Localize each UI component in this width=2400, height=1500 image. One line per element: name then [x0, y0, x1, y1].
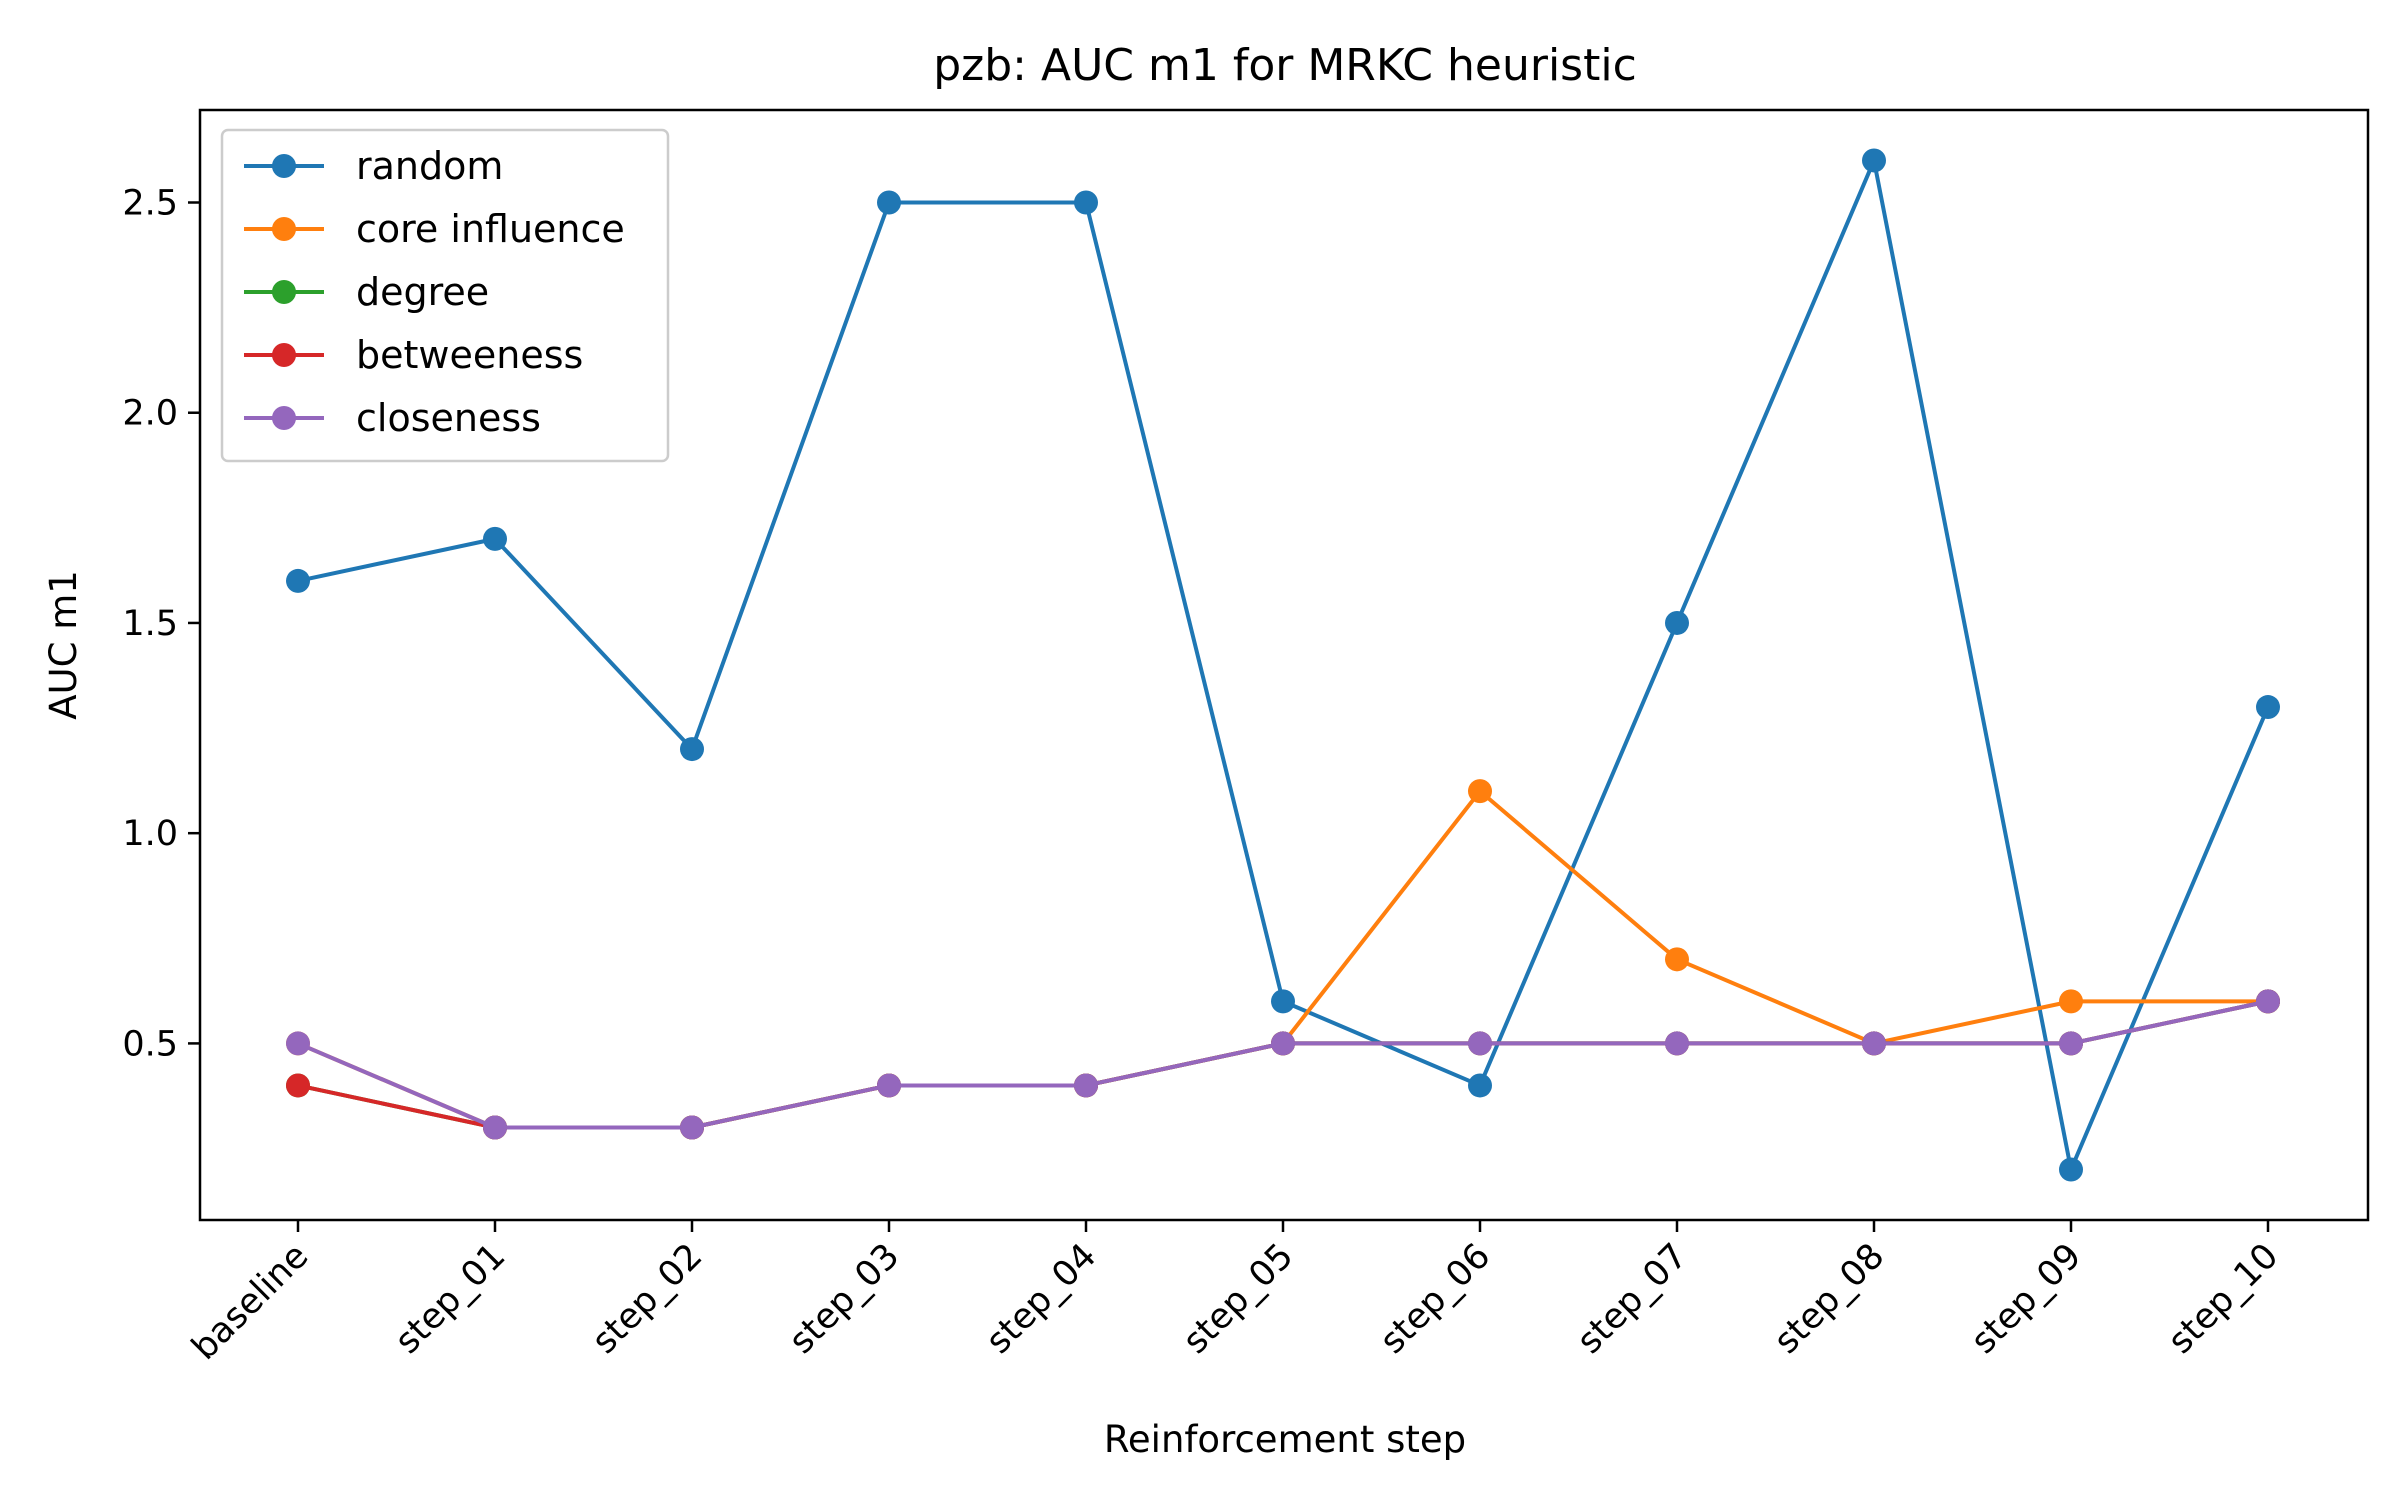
series-core-influence: [286, 779, 2280, 1140]
series-line: [297, 999, 2269, 1130]
legend-entry: random: [244, 144, 503, 188]
data-point: [1468, 1073, 1492, 1098]
data-point: [286, 568, 310, 593]
data-point: [1271, 989, 1295, 1014]
x-tick-label: baseline: [184, 1236, 316, 1368]
data-point: [2059, 1031, 2083, 1056]
series-random: [286, 148, 2280, 1182]
legend-entry: closeness: [244, 396, 541, 440]
y-tick-label: 2.0: [122, 394, 178, 434]
legend-marker: [272, 217, 296, 241]
legend-entry: degree: [244, 270, 489, 314]
data-point: [877, 1073, 901, 1098]
data-point: [877, 190, 901, 215]
x-tick-label: step_10: [2161, 1236, 2287, 1362]
x-tick-label: step_01: [388, 1236, 514, 1362]
legend-label: random: [356, 144, 503, 188]
data-point: [2059, 989, 2083, 1014]
data-point: [483, 526, 507, 551]
data-point: [1271, 1031, 1295, 1056]
data-point: [1665, 1031, 1689, 1056]
y-tick-label: 1.5: [122, 604, 178, 644]
legend-marker: [272, 154, 296, 178]
legend-entry: core influence: [244, 207, 625, 251]
legend-label: core influence: [356, 207, 625, 251]
y-axis-label: AUC m1: [42, 570, 85, 720]
data-point: [483, 1115, 507, 1140]
legend-marker: [272, 280, 296, 304]
data-point: [1468, 1031, 1492, 1056]
x-tick-label: step_04: [979, 1236, 1105, 1362]
y-tick-label: 0.5: [122, 1024, 178, 1064]
data-point: [1862, 148, 1886, 173]
y-tick-label: 2.5: [122, 184, 178, 224]
data-point: [1074, 1073, 1098, 1098]
data-point: [2256, 989, 2280, 1014]
legend-label: betweeness: [356, 333, 583, 377]
legend-marker: [272, 406, 296, 430]
series-line: [297, 999, 2269, 1130]
data-point: [680, 1115, 704, 1140]
y-tick-label: 1.0: [122, 814, 178, 854]
legend: random core influence degree betweeness clos…: [220, 128, 670, 463]
legend-label: degree: [356, 270, 489, 314]
x-tick-label: step_05: [1176, 1236, 1302, 1362]
data-point: [286, 1031, 310, 1056]
plot-area: [198, 108, 2370, 1222]
x-tick-label: step_06: [1373, 1236, 1499, 1362]
x-tick-label: step_02: [585, 1236, 711, 1362]
legend-label: closeness: [356, 396, 541, 440]
x-tick-label: step_03: [782, 1236, 908, 1362]
data-point: [1665, 947, 1689, 972]
data-point: [680, 737, 704, 762]
x-axis-label: Reinforcement step: [1104, 1418, 1466, 1461]
data-point: [1468, 779, 1492, 804]
data-point: [2059, 1157, 2083, 1182]
x-tick-label: step_07: [1570, 1236, 1696, 1362]
x-tick-label: step_08: [1767, 1236, 1893, 1362]
data-point: [286, 1073, 310, 1098]
data-point: [1074, 190, 1098, 215]
data-point: [1862, 1031, 1886, 1056]
series-line: [297, 789, 2268, 1130]
legend-entry: betweeness: [244, 333, 583, 377]
x-tick-label: step_09: [1964, 1236, 2090, 1362]
data-point: [2256, 695, 2280, 720]
legend-marker: [272, 343, 296, 367]
legend-box: [220, 128, 670, 463]
series-closeness: [286, 989, 2280, 1140]
series-line: [297, 999, 2269, 1130]
chart-title: pzb: AUC m1 for MRKC heuristic: [933, 40, 1637, 91]
data-point: [1665, 610, 1689, 635]
